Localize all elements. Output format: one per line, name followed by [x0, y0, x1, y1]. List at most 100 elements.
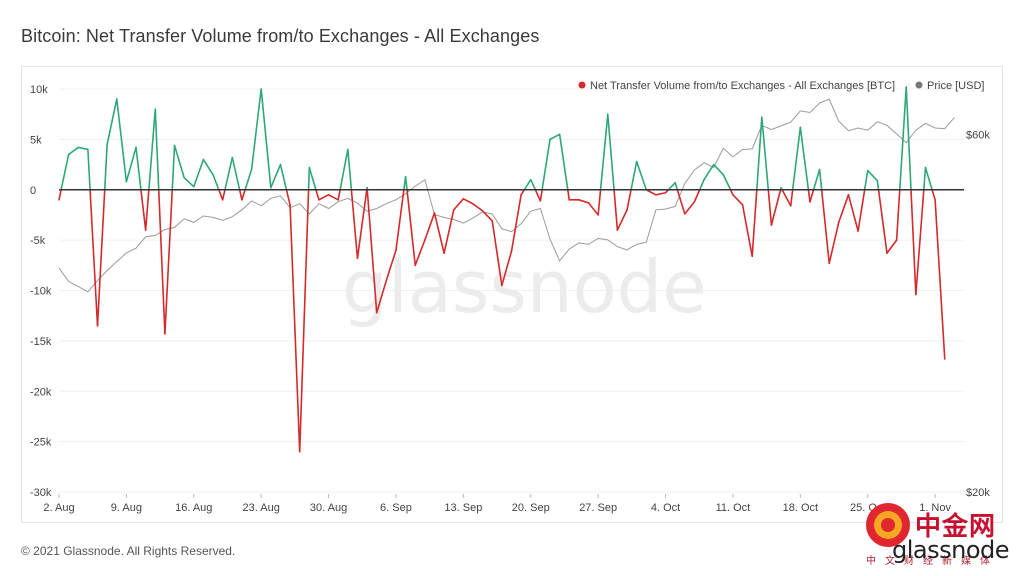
net-transfer-segment [192, 158, 205, 188]
net-transfer-segment [148, 108, 157, 191]
y-left-tick-label: -15k [30, 336, 52, 348]
y-left-tick-label: -10k [30, 286, 52, 298]
net-transfer-segment [375, 279, 388, 314]
net-transfer-segment [635, 160, 648, 191]
net-transfer-segment [140, 188, 147, 231]
y-left-tick-label: 10k [30, 84, 48, 96]
net-transfer-segment [520, 188, 526, 196]
net-transfer-segment [789, 188, 794, 207]
net-transfer-segment [732, 193, 744, 206]
net-transfer-segment [655, 191, 667, 196]
net-transfer-segment [828, 221, 840, 265]
x-tick-label: 4. Oct [651, 502, 680, 514]
net-transfer-segment [820, 188, 831, 265]
right-axis: $60k $20k [966, 129, 990, 499]
net-transfer-segment [125, 146, 137, 183]
net-transfer-segment [578, 199, 590, 204]
net-transfer-segment [414, 239, 426, 267]
chart-title: Bitcoin: Net Transfer Volume from/to Exc… [21, 26, 540, 46]
net-transfer-segment [693, 188, 701, 203]
x-tick-label: 13. Sep [444, 502, 482, 514]
x-tick-label: 18. Oct [783, 502, 818, 514]
net-transfer-segment [244, 168, 253, 191]
net-transfer-segment [781, 188, 792, 207]
net-transfer-segment [818, 168, 823, 191]
net-transfer-segment [308, 166, 317, 191]
net-transfer-segment [877, 188, 888, 255]
net-transfer-segment [703, 163, 715, 181]
net-transfer-segment [905, 86, 912, 191]
net-transfer-segment [472, 203, 484, 212]
net-transfer-segment [77, 146, 89, 151]
net-transfer-segment [807, 188, 811, 203]
net-transfer-segment [337, 188, 341, 201]
x-tick-label: 23. Aug [243, 502, 280, 514]
net-transfer-segment [761, 116, 770, 191]
net-transfer-segment [462, 198, 474, 205]
net-transfer-segment [755, 116, 763, 191]
net-transfer-segment [173, 144, 185, 179]
net-transfer-segment [106, 98, 118, 146]
net-transfer-segment [915, 188, 925, 296]
net-transfer-segment [910, 188, 917, 296]
net-transfer-segment [491, 220, 503, 287]
net-transfer-segment [895, 188, 901, 241]
net-transfer-segment [238, 188, 243, 201]
net-transfer-segment [157, 188, 166, 335]
net-transfer-segment [135, 146, 142, 191]
legend-label: Net Transfer Volume from/to Exchanges - … [590, 80, 895, 92]
net-transfer-segment [183, 176, 195, 188]
net-transfer-segment [424, 212, 436, 241]
net-transfer-segment [898, 86, 908, 191]
net-transfer-segment [558, 133, 569, 191]
net-transfer-segment [809, 188, 815, 203]
net-transfer-segment [539, 188, 543, 202]
net-transfer-segment [683, 201, 696, 215]
net-transfer-segment [89, 188, 99, 327]
net-transfer-segment [452, 198, 465, 211]
net-transfer-segment [541, 138, 551, 191]
net-transfer-segment [645, 188, 657, 196]
legend-marker [915, 81, 923, 89]
x-tick-label: 1. Nov [919, 502, 951, 514]
net-transfer-segment [212, 173, 220, 191]
x-tick-label: 6. Sep [380, 502, 412, 514]
net-transfer-segment [221, 188, 226, 201]
y-left-tick-label: 0 [30, 185, 36, 197]
net-transfer-segment [270, 163, 282, 189]
net-transfer-segment [58, 188, 62, 201]
net-transfer-segment [791, 126, 802, 191]
x-tick-label: 20. Sep [512, 502, 550, 514]
legend: Net Transfer Volume from/to Exchanges - … [578, 80, 984, 92]
y-left-tick-label: 5k [30, 134, 42, 146]
net-transfer-segment [674, 181, 679, 191]
net-transfer-segment [231, 156, 241, 191]
net-transfer-segment [279, 163, 288, 191]
x-tick-label: 11. Oct [716, 502, 751, 514]
net-transfer-segment [96, 188, 106, 327]
net-transfer-segment [510, 193, 522, 253]
net-transfer-segment [356, 188, 368, 260]
net-transfer-segment [347, 148, 353, 191]
net-transfer-segment [847, 193, 859, 232]
net-transfer-segment [886, 239, 898, 255]
net-transfer-segment [289, 204, 301, 453]
seal-text: 中金网 [915, 512, 997, 542]
legend-label: Price [USD] [927, 80, 984, 92]
net-transfer-segment [171, 144, 176, 191]
net-transfer-segment [599, 113, 609, 191]
net-transfer-segment [626, 188, 632, 211]
net-transfer-segment [812, 168, 821, 191]
net-transfer-segment [395, 188, 405, 251]
net-transfer-segment [549, 133, 561, 141]
net-transfer-segment [606, 113, 615, 191]
glassnode-brand: glassnode [892, 536, 1010, 564]
net-transfer-segment [385, 249, 397, 282]
y-right-tick-label: $20k [966, 487, 990, 499]
x-tick-label: 16. Aug [175, 502, 212, 514]
net-transfer-segment [923, 166, 927, 191]
net-transfer-segment [566, 188, 571, 201]
net-transfer-segment [597, 188, 602, 216]
net-transfer-segment [587, 202, 599, 216]
net-transfer-segment [866, 169, 879, 182]
